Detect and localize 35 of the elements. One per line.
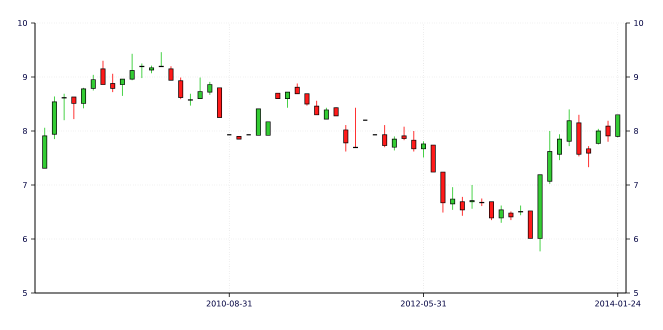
candlestick [411, 130, 416, 152]
candlestick [470, 184, 475, 210]
candlestick [586, 146, 592, 168]
candlestick [130, 53, 135, 81]
candlestick [81, 87, 86, 109]
candlestick [596, 128, 601, 145]
candlestick [392, 136, 397, 151]
candlestick [168, 66, 174, 81]
candlestick [178, 77, 184, 100]
candlestick [382, 124, 388, 148]
candlestick [556, 134, 562, 161]
candlestick [615, 114, 620, 138]
candlestick [207, 81, 212, 96]
candlestick [460, 196, 465, 216]
candlestick [498, 205, 504, 224]
candlestick [343, 124, 348, 152]
candlestick [62, 93, 67, 121]
candlestick [402, 126, 407, 141]
candlestick [285, 92, 290, 108]
candlestick [120, 78, 125, 96]
candlestick [90, 74, 96, 91]
candlestick [314, 100, 320, 116]
candlestick [71, 96, 76, 120]
candlestick [266, 121, 271, 136]
candlestick [324, 107, 329, 120]
candlestick [606, 120, 611, 142]
candlestick [100, 60, 106, 86]
candlestick [489, 201, 494, 221]
candlestick [518, 205, 524, 216]
candlestick [450, 186, 456, 210]
candlestick [110, 73, 116, 93]
candlestick [198, 77, 203, 100]
candlestick [421, 140, 426, 158]
candlestick [304, 93, 310, 106]
candlestick [566, 108, 572, 147]
